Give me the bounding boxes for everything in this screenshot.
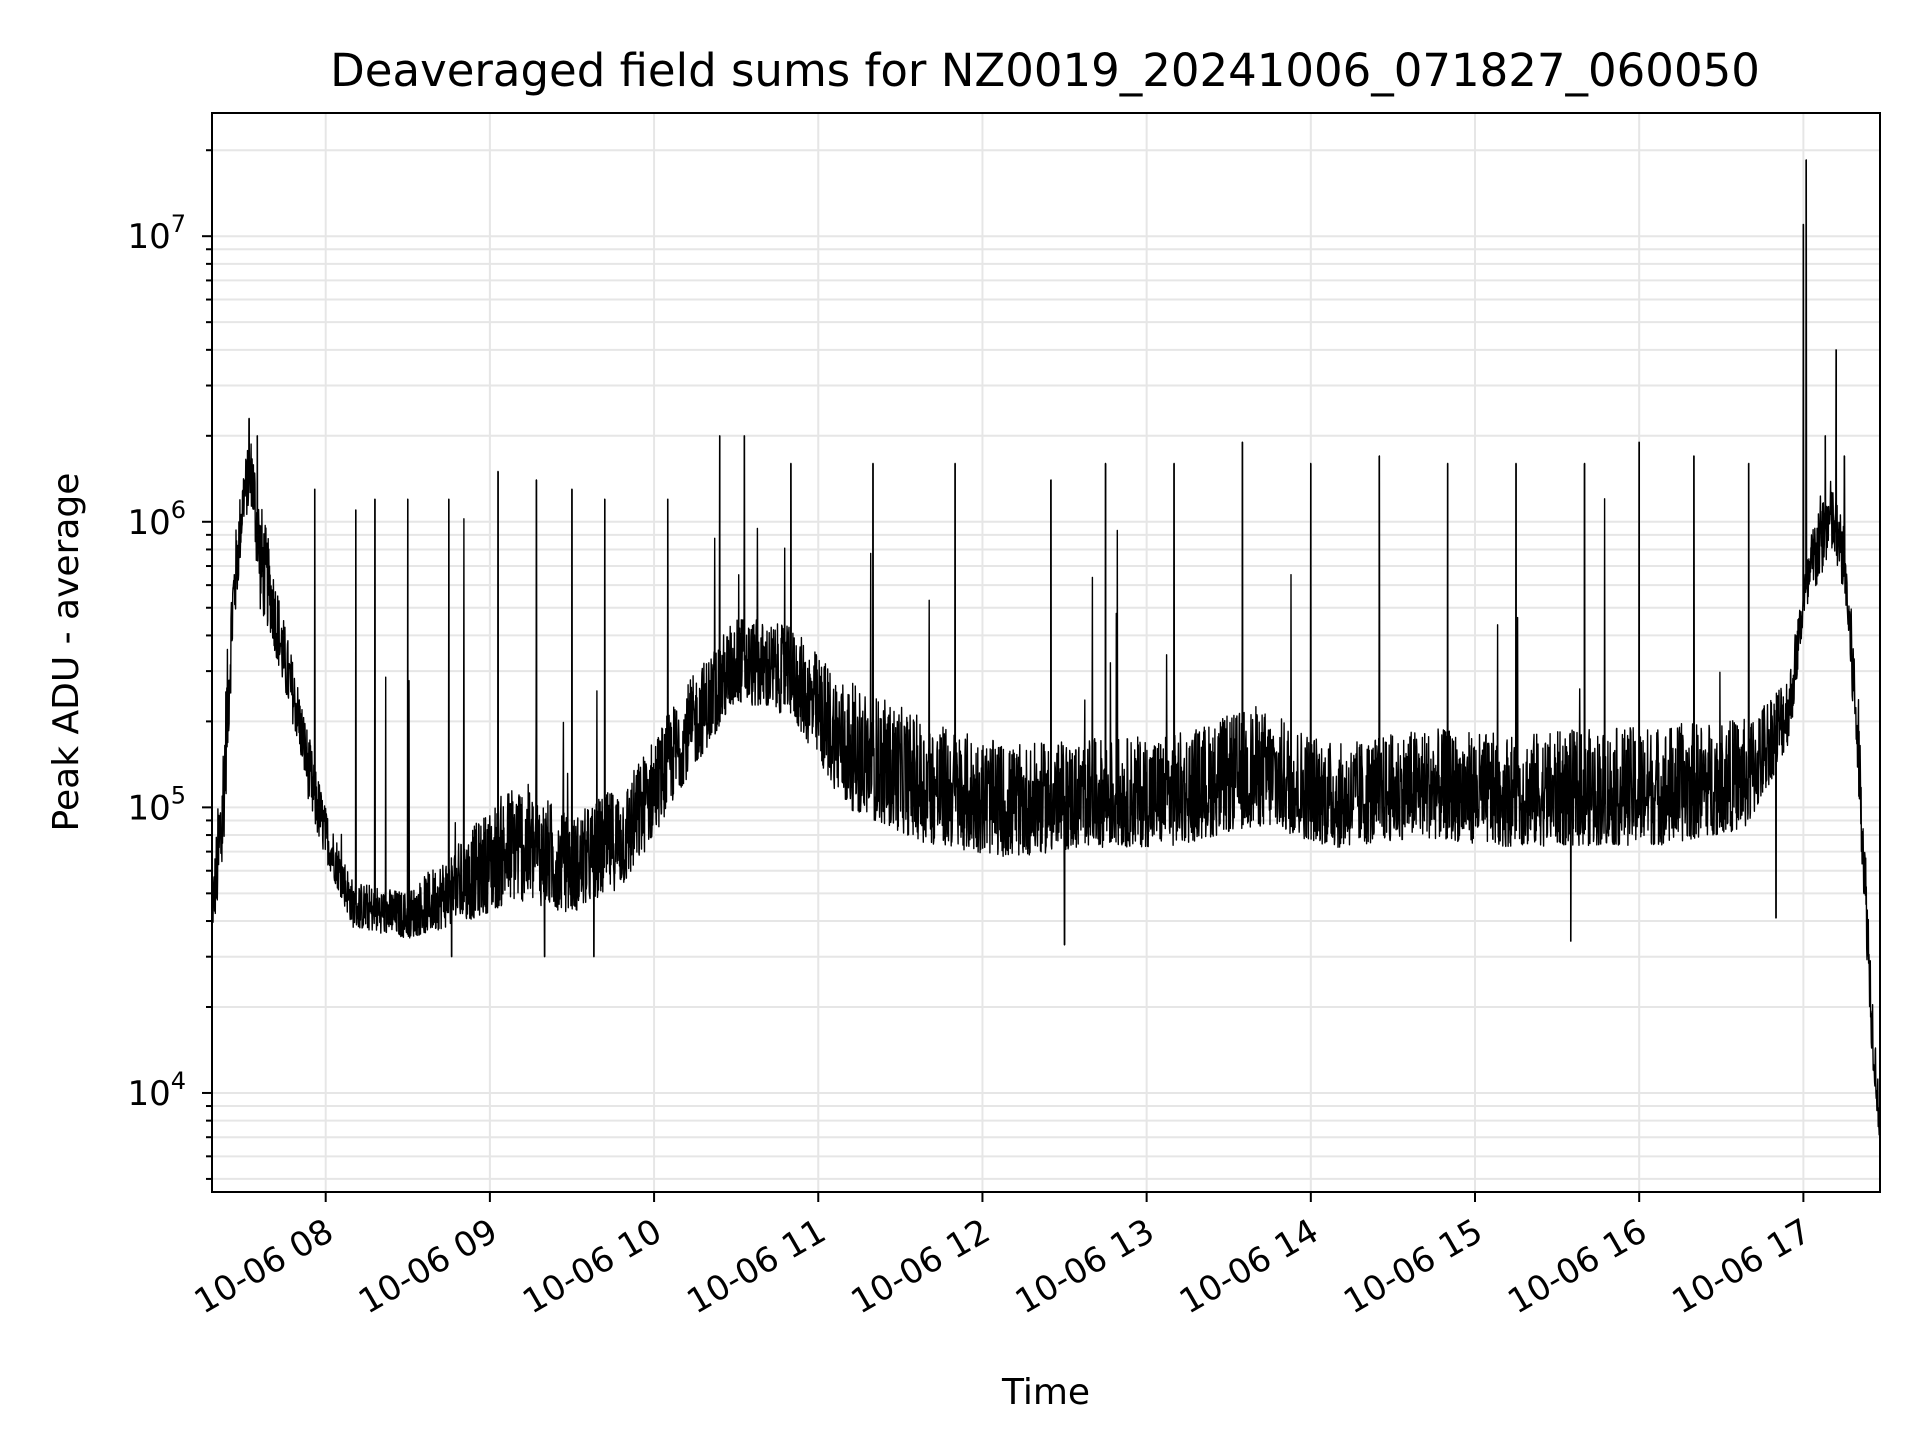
y-axis: 104 105 106 107 bbox=[127, 149, 212, 1180]
y-axis-label: Peak ADU - average bbox=[46, 473, 87, 832]
x-tick-label: 10-06 09 bbox=[352, 1211, 504, 1322]
x-tick-label: 10-06 11 bbox=[680, 1211, 832, 1322]
x-axis-label: Time bbox=[1001, 1372, 1090, 1413]
x-tick-label: 10-06 12 bbox=[845, 1211, 997, 1322]
y-tick-label: 106 bbox=[127, 496, 186, 543]
x-tick-label: 10-06 13 bbox=[1009, 1211, 1161, 1322]
x-tick-label: 10-06 15 bbox=[1337, 1211, 1489, 1322]
plot-frame bbox=[211, 112, 1881, 1193]
x-tick-label: 10-06 14 bbox=[1173, 1211, 1325, 1322]
chart-title: Deaveraged field sums for NZ0019_2024100… bbox=[330, 44, 1760, 97]
series-line-trace bbox=[211, 159, 1881, 1137]
x-tick-label: 10-06 17 bbox=[1665, 1211, 1817, 1322]
grid bbox=[212, 113, 1880, 1192]
y-tick-label: 107 bbox=[127, 210, 186, 257]
x-tick-label: 10-06 08 bbox=[188, 1211, 340, 1322]
x-axis: 10-06 08 10-06 09 10-06 10 10-06 11 10-06 12… bbox=[188, 1192, 1818, 1322]
x-tick-label: 10-06 10 bbox=[516, 1211, 668, 1322]
x-tick-label: 10-06 16 bbox=[1501, 1211, 1653, 1322]
y-tick-label: 104 bbox=[127, 1067, 186, 1114]
y-tick-label: 105 bbox=[127, 781, 186, 828]
series-line bbox=[211, 159, 1881, 1137]
